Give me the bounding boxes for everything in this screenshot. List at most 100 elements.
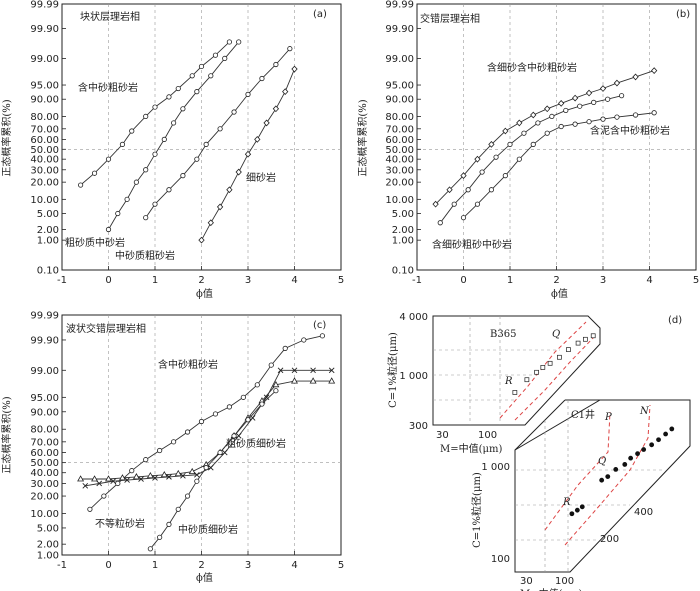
data-point xyxy=(124,477,130,483)
y-tick-label: 10.00 xyxy=(30,195,59,206)
x-tick-label: -1 xyxy=(57,560,67,571)
data-point xyxy=(282,345,288,351)
d-bot-name: C1井 xyxy=(571,408,595,421)
data-point xyxy=(194,471,200,478)
data-point xyxy=(157,447,163,454)
data-point xyxy=(118,474,126,481)
data-point xyxy=(105,156,112,162)
data-point xyxy=(268,362,274,368)
y-tick-label: 30.00 xyxy=(30,165,59,176)
y-tick-label: 80.00 xyxy=(30,112,59,123)
y-tick-label: 20.00 xyxy=(385,178,414,189)
data-point xyxy=(217,449,223,456)
data-point xyxy=(180,106,186,112)
data-point xyxy=(569,511,575,517)
data-point xyxy=(272,105,280,113)
panel-c-series-label-3: 粗砂质细砂岩 xyxy=(226,437,286,450)
y-tick-label: 90.00 xyxy=(385,95,414,106)
data-point xyxy=(656,437,661,443)
data-point xyxy=(579,504,585,510)
panel-b-series-label-2: 含细砂粗砂中砂岩 xyxy=(432,238,512,251)
data-point xyxy=(319,333,325,339)
d-bot-q-label: Q xyxy=(598,456,606,467)
x-tick-label: 5 xyxy=(338,560,344,571)
panel-b-grid xyxy=(417,4,696,270)
panel-a-title: 块状层理岩相 xyxy=(80,10,140,23)
data-point xyxy=(263,394,270,401)
y-tick-label: 60.00 xyxy=(30,448,59,459)
y-tick-label: 20.00 xyxy=(30,178,59,189)
y-tick-label: 0.10 xyxy=(37,266,59,277)
data-point xyxy=(166,187,172,193)
data-point xyxy=(591,99,597,105)
data-point xyxy=(157,534,163,540)
data-point xyxy=(119,141,126,147)
y-tick-label: 30.00 xyxy=(30,479,59,490)
y-tick-label: 5.00 xyxy=(37,209,59,220)
data-point xyxy=(544,130,550,136)
d-bot-xlabel: M=中值(μm) xyxy=(520,587,583,591)
d-top-xtick-30: 30 xyxy=(436,430,449,441)
data-point xyxy=(254,135,261,143)
data-point xyxy=(175,506,181,512)
y-tick-label: 10.00 xyxy=(385,195,414,206)
panel-c-xlabel: ϕ值 xyxy=(196,571,213,584)
data-point xyxy=(235,433,242,439)
y-tick-label: 60.00 xyxy=(385,135,414,146)
d-top-xlabel: M=中值(μm) xyxy=(440,442,503,455)
data-point xyxy=(488,187,494,193)
data-point xyxy=(129,128,135,134)
d-top-r-label: R xyxy=(504,376,513,387)
data-point xyxy=(282,88,289,96)
data-point xyxy=(544,105,551,113)
x-tick-label: 3 xyxy=(600,275,606,286)
panel-c-y-ticks: 1.002.00 5.00 10.00 20.00 30.0040.0050.0060.… xyxy=(30,311,66,562)
panel-c-ylabel: 正态概率累积(%) xyxy=(0,396,13,473)
data-point xyxy=(590,333,596,339)
data-point xyxy=(208,73,214,79)
y-tick-label: 99.90 xyxy=(385,24,414,35)
d-bot-n-label: N xyxy=(639,406,650,417)
panel-a: 0.10 1.002.00 5.00 10.00 20.00 30.0040.0050.0… xyxy=(0,0,344,300)
data-point xyxy=(133,179,139,185)
series-line-1 xyxy=(435,70,655,205)
y-tick-label: 2.00 xyxy=(37,540,59,551)
panel-a-grid xyxy=(62,4,341,270)
x-tick-label: 2 xyxy=(553,275,559,286)
y-tick-label: 5.00 xyxy=(37,523,59,534)
data-point xyxy=(87,506,93,512)
y-tick-label: 70.00 xyxy=(385,124,414,135)
data-point xyxy=(530,111,537,119)
data-point xyxy=(194,89,200,95)
data-point xyxy=(628,455,634,461)
data-point xyxy=(328,367,335,374)
data-point xyxy=(152,104,158,110)
x-tick-label: 2 xyxy=(198,275,204,286)
data-point xyxy=(600,116,606,122)
data-point xyxy=(599,477,605,483)
data-point xyxy=(622,462,628,467)
panel-c-title: 波状交错层理岩相 xyxy=(66,322,146,335)
y-tick-label: 10.00 xyxy=(30,509,59,520)
panel-c-series-label-4: 中砂质细砂岩 xyxy=(178,523,238,536)
data-point xyxy=(547,360,553,366)
panel-a-series-label-4: 细砂岩 xyxy=(246,171,276,184)
data-point xyxy=(516,119,523,127)
panel-b-title: 交错层理岩相 xyxy=(420,12,480,25)
data-point xyxy=(143,113,149,120)
y-tick-label: 50.00 xyxy=(385,145,414,156)
d-top-ylabel: C=1%粒径(μm) xyxy=(386,332,399,408)
panel-d-label: (d) xyxy=(668,315,682,326)
d-top-ytick-4000: 4 000 xyxy=(399,312,428,323)
y-tick-label: 1.00 xyxy=(37,551,59,562)
x-tick-label: 3 xyxy=(245,560,251,571)
data-point xyxy=(618,93,625,99)
data-point xyxy=(301,337,307,343)
data-point xyxy=(502,173,508,179)
y-tick-label: 50.00 xyxy=(30,458,59,469)
data-point xyxy=(216,203,224,211)
data-point xyxy=(129,468,135,474)
data-point xyxy=(558,99,565,107)
data-point xyxy=(160,470,168,478)
panel-c-x-ticks: -1 0 1 2 3 4 5 xyxy=(57,551,344,571)
